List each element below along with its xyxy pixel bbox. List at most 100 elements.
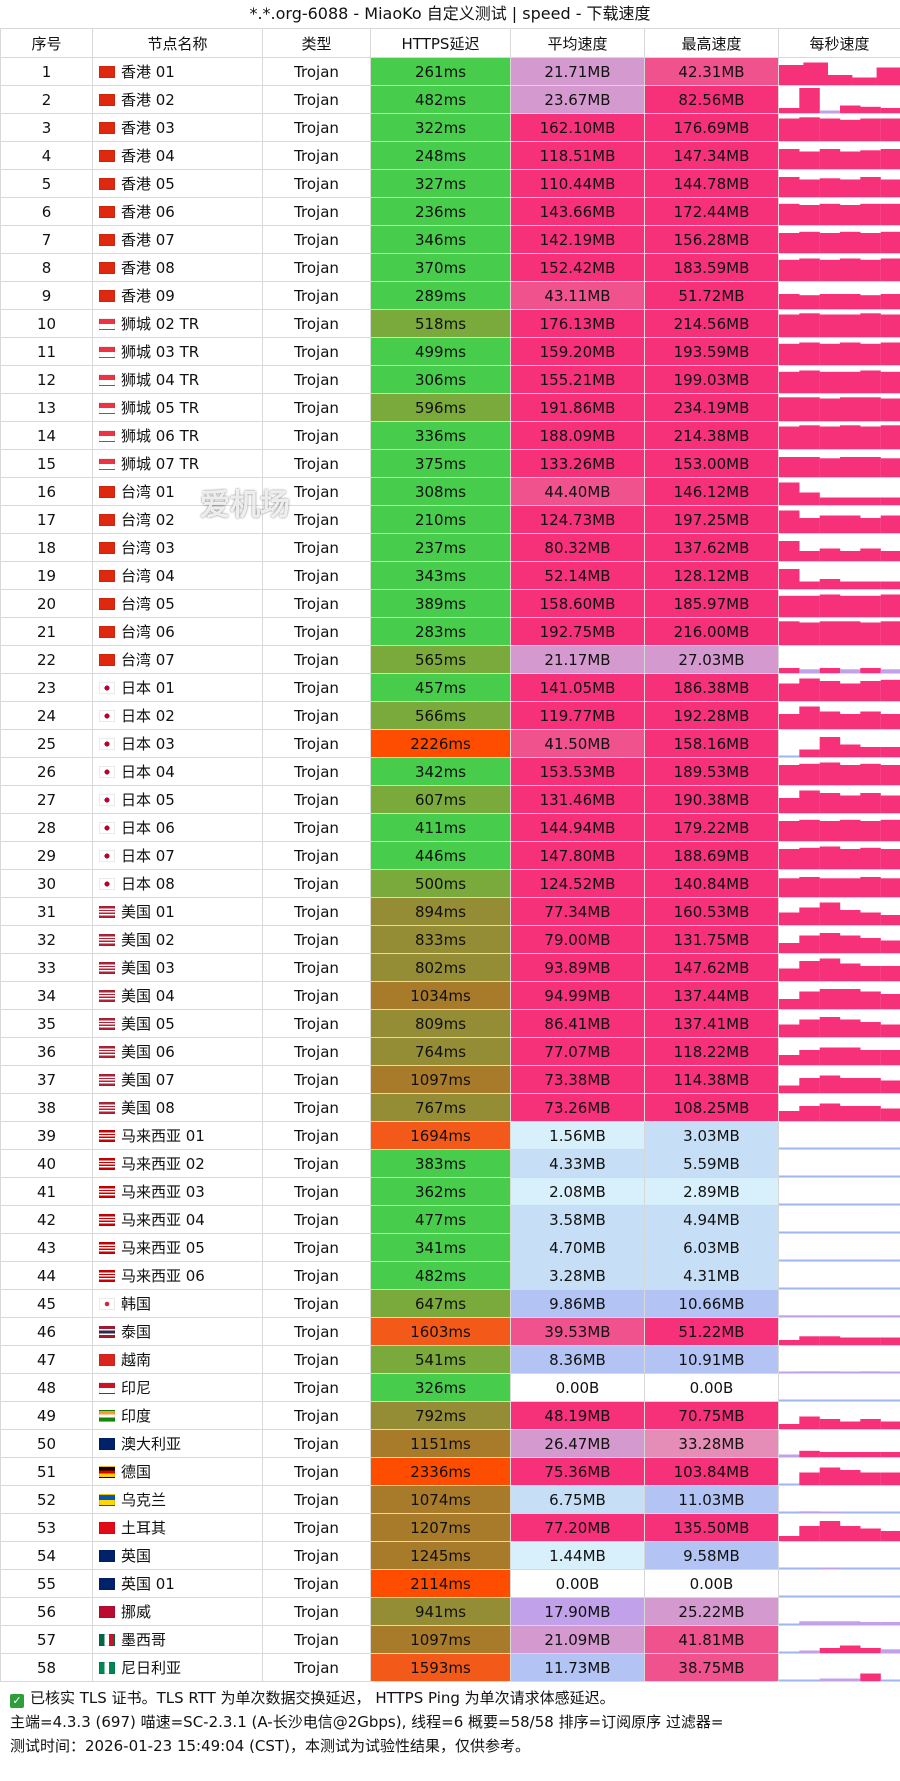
table-row[interactable]: 14 狮城 06 TR Trojan 336ms 188.09MB 214.38MB <box>0 421 900 450</box>
table-row[interactable]: 23 日本 01 Trojan 457ms 141.05MB 186.38MB <box>0 673 900 702</box>
table-row[interactable]: 29 日本 07 Trojan 446ms 147.80MB 188.69MB <box>0 841 900 870</box>
row-index: 57 <box>0 1625 93 1654</box>
table-row[interactable]: 46 泰国 Trojan 1603ms 39.53MB 51.22MB <box>0 1317 900 1346</box>
table-row[interactable]: 20 台湾 05 Trojan 389ms 158.60MB 185.97MB <box>0 589 900 618</box>
table-row[interactable]: 44 马来西亚 06 Trojan 482ms 3.28MB 4.31MB <box>0 1261 900 1290</box>
col-avg-speed-header[interactable]: 平均速度 <box>510 28 645 58</box>
table-row[interactable]: 6 香港 06 Trojan 236ms 143.66MB 172.44MB <box>0 197 900 226</box>
table-row[interactable]: 51 德国 Trojan 2336ms 75.36MB 103.84MB <box>0 1457 900 1486</box>
table-row[interactable]: 16 台湾 01 Trojan 308ms 44.40MB 146.12MB <box>0 477 900 506</box>
table-row[interactable]: 36 美国 06 Trojan 764ms 77.07MB 118.22MB <box>0 1037 900 1066</box>
table-row[interactable]: 7 香港 07 Trojan 346ms 142.19MB 156.28MB <box>0 225 900 254</box>
node-name: 土耳其 <box>121 1519 167 1537</box>
table-row[interactable]: 40 马来西亚 02 Trojan 383ms 4.33MB 5.59MB <box>0 1149 900 1178</box>
table-row[interactable]: 49 印度 Trojan 792ms 48.19MB 70.75MB <box>0 1401 900 1430</box>
per-second-bar <box>779 259 800 281</box>
table-row[interactable]: 21 台湾 06 Trojan 283ms 192.75MB 216.00MB <box>0 617 900 646</box>
table-row[interactable]: 52 乌克兰 Trojan 1074ms 6.75MB 11.03MB <box>0 1485 900 1514</box>
table-row[interactable]: 57 墨西哥 Trojan 1097ms 21.09MB 41.81MB <box>0 1625 900 1654</box>
table-row[interactable]: 55 英国 01 Trojan 2114ms 0.00B 0.00B <box>0 1569 900 1598</box>
max-speed: 176.69MB <box>644 113 779 142</box>
table-row[interactable]: 34 美国 04 Trojan 1034ms 94.99MB 137.44MB <box>0 981 900 1010</box>
table-row[interactable]: 15 狮城 07 TR Trojan 375ms 133.26MB 153.00MB <box>0 449 900 478</box>
per-second-speed-chart <box>778 1261 900 1290</box>
node-name: 乌克兰 <box>121 1491 167 1509</box>
per-second-bar <box>880 515 900 533</box>
table-row[interactable]: 39 马来西亚 01 Trojan 1694ms 1.56MB 3.03MB <box>0 1121 900 1150</box>
col-max-speed-header[interactable]: 最高速度 <box>644 28 779 58</box>
jp-flag-icon <box>99 766 115 778</box>
node-type: Trojan <box>262 1317 371 1346</box>
table-row[interactable]: 41 马来西亚 03 Trojan 362ms 2.08MB 2.89MB <box>0 1177 900 1206</box>
table-row[interactable]: 35 美国 05 Trojan 809ms 86.41MB 137.41MB <box>0 1009 900 1038</box>
table-row[interactable]: 31 美国 01 Trojan 894ms 77.34MB 160.53MB <box>0 897 900 926</box>
node-name-cell: 香港 01 <box>92 57 263 86</box>
per-second-bar <box>880 849 900 869</box>
col-node-name-header[interactable]: 节点名称 <box>92 28 263 58</box>
per-second-bar <box>840 1337 861 1345</box>
per-second-sparkline <box>779 958 900 981</box>
col-per-second-header[interactable]: 每秒速度 <box>778 28 900 58</box>
per-second-sparkline <box>779 678 900 701</box>
per-second-bar <box>799 1399 820 1401</box>
node-name-cell: 美国 08 <box>92 1093 263 1122</box>
table-row[interactable]: 27 日本 05 Trojan 607ms 131.46MB 190.38MB <box>0 785 900 814</box>
per-second-bar <box>840 515 861 533</box>
jp-flag-icon <box>99 794 115 806</box>
table-row[interactable]: 58 尼日利亚 Trojan 1593ms 11.73MB 38.75MB <box>0 1653 900 1682</box>
node-name-cell: 台湾 02 <box>92 505 263 534</box>
table-row[interactable]: 25 日本 03 Trojan 2226ms 41.50MB 158.16MB <box>0 729 900 758</box>
table-row[interactable]: 37 美国 07 Trojan 1097ms 73.38MB 114.38MB <box>0 1065 900 1094</box>
table-row[interactable]: 1 香港 01 Trojan 261ms 21.71MB 42.31MB <box>0 57 900 86</box>
table-row[interactable]: 42 马来西亚 04 Trojan 477ms 3.58MB 4.94MB <box>0 1205 900 1234</box>
per-second-bar <box>819 259 841 281</box>
per-second-bar <box>840 683 861 701</box>
row-index: 18 <box>0 533 93 562</box>
table-row[interactable]: 33 美国 03 Trojan 802ms 93.89MB 147.62MB <box>0 953 900 982</box>
table-row[interactable]: 3 香港 03 Trojan 322ms 162.10MB 176.69MB <box>0 113 900 142</box>
node-type: Trojan <box>262 1541 371 1570</box>
table-row[interactable]: 18 台湾 03 Trojan 237ms 80.32MB 137.62MB <box>0 533 900 562</box>
max-speed: 156.28MB <box>644 225 779 254</box>
node-type: Trojan <box>262 673 371 702</box>
table-row[interactable]: 38 美国 08 Trojan 767ms 73.26MB 108.25MB <box>0 1093 900 1122</box>
table-row[interactable]: 19 台湾 04 Trojan 343ms 52.14MB 128.12MB <box>0 561 900 590</box>
https-latency: 482ms <box>370 1261 511 1290</box>
table-row[interactable]: 8 香港 08 Trojan 370ms 152.42MB 183.59MB <box>0 253 900 282</box>
table-row[interactable]: 4 香港 04 Trojan 248ms 118.51MB 147.34MB <box>0 141 900 170</box>
col-https-latency-header[interactable]: HTTPS延迟 <box>370 28 511 58</box>
table-row[interactable]: 54 英国 Trojan 1245ms 1.44MB 9.58MB <box>0 1541 900 1570</box>
table-row[interactable]: 10 狮城 02 TR Trojan 518ms 176.13MB 214.56MB <box>0 309 900 338</box>
table-row[interactable]: 12 狮城 04 TR Trojan 306ms 155.21MB 199.03MB <box>0 365 900 394</box>
table-row[interactable]: 11 狮城 03 TR Trojan 499ms 159.20MB 193.59MB <box>0 337 900 366</box>
table-row[interactable]: 24 日本 02 Trojan 566ms 119.77MB 192.28MB <box>0 701 900 730</box>
col-type-header[interactable]: 类型 <box>262 28 371 58</box>
per-second-bar <box>799 313 820 337</box>
per-second-bar <box>799 1019 820 1037</box>
node-type: Trojan <box>262 1121 371 1150</box>
col-index-header[interactable]: 序号 <box>0 28 93 58</box>
table-row[interactable]: 53 土耳其 Trojan 1207ms 77.20MB 135.50MB <box>0 1513 900 1542</box>
table-row[interactable]: 9 香港 09 Trojan 289ms 43.11MB 51.72MB <box>0 281 900 310</box>
table-row[interactable]: 48 印尼 Trojan 326ms 0.00B 0.00B <box>0 1373 900 1402</box>
table-row[interactable]: 2 香港 02 Trojan 482ms 23.67MB 82.56MB <box>0 85 900 114</box>
table-row[interactable]: 5 香港 05 Trojan 327ms 110.44MB 144.78MB <box>0 169 900 198</box>
per-second-bar <box>860 1106 881 1121</box>
per-second-sparkline <box>779 1075 900 1093</box>
table-row[interactable]: 17 台湾 02 Trojan 210ms 124.73MB 197.25MB <box>0 505 900 534</box>
per-second-speed-chart <box>778 1009 900 1038</box>
node-name-cell: 美国 03 <box>92 953 263 982</box>
table-row[interactable]: 28 日本 06 Trojan 411ms 144.94MB 179.22MB <box>0 813 900 842</box>
table-row[interactable]: 22 台湾 07 Trojan 565ms 21.17MB 27.03MB <box>0 645 900 674</box>
table-row[interactable]: 50 澳大利亚 Trojan 1151ms 26.47MB 33.28MB <box>0 1429 900 1458</box>
table-row[interactable]: 30 日本 08 Trojan 500ms 124.52MB 140.84MB <box>0 869 900 898</box>
table-row[interactable]: 56 挪威 Trojan 941ms 17.90MB 25.22MB <box>0 1597 900 1626</box>
table-row[interactable]: 26 日本 04 Trojan 342ms 153.53MB 189.53MB <box>0 757 900 786</box>
table-row[interactable]: 13 狮城 05 TR Trojan 596ms 191.86MB 234.19MB <box>0 393 900 422</box>
table-row[interactable]: 32 美国 02 Trojan 833ms 79.00MB 131.75MB <box>0 925 900 954</box>
table-row[interactable]: 43 马来西亚 05 Trojan 341ms 4.70MB 6.03MB <box>0 1233 900 1262</box>
per-second-bar <box>799 551 820 561</box>
table-row[interactable]: 45 韩国 Trojan 647ms 9.86MB 10.66MB <box>0 1289 900 1318</box>
per-second-bar <box>799 1287 820 1289</box>
table-row[interactable]: 47 越南 Trojan 541ms 8.36MB 10.91MB <box>0 1345 900 1374</box>
